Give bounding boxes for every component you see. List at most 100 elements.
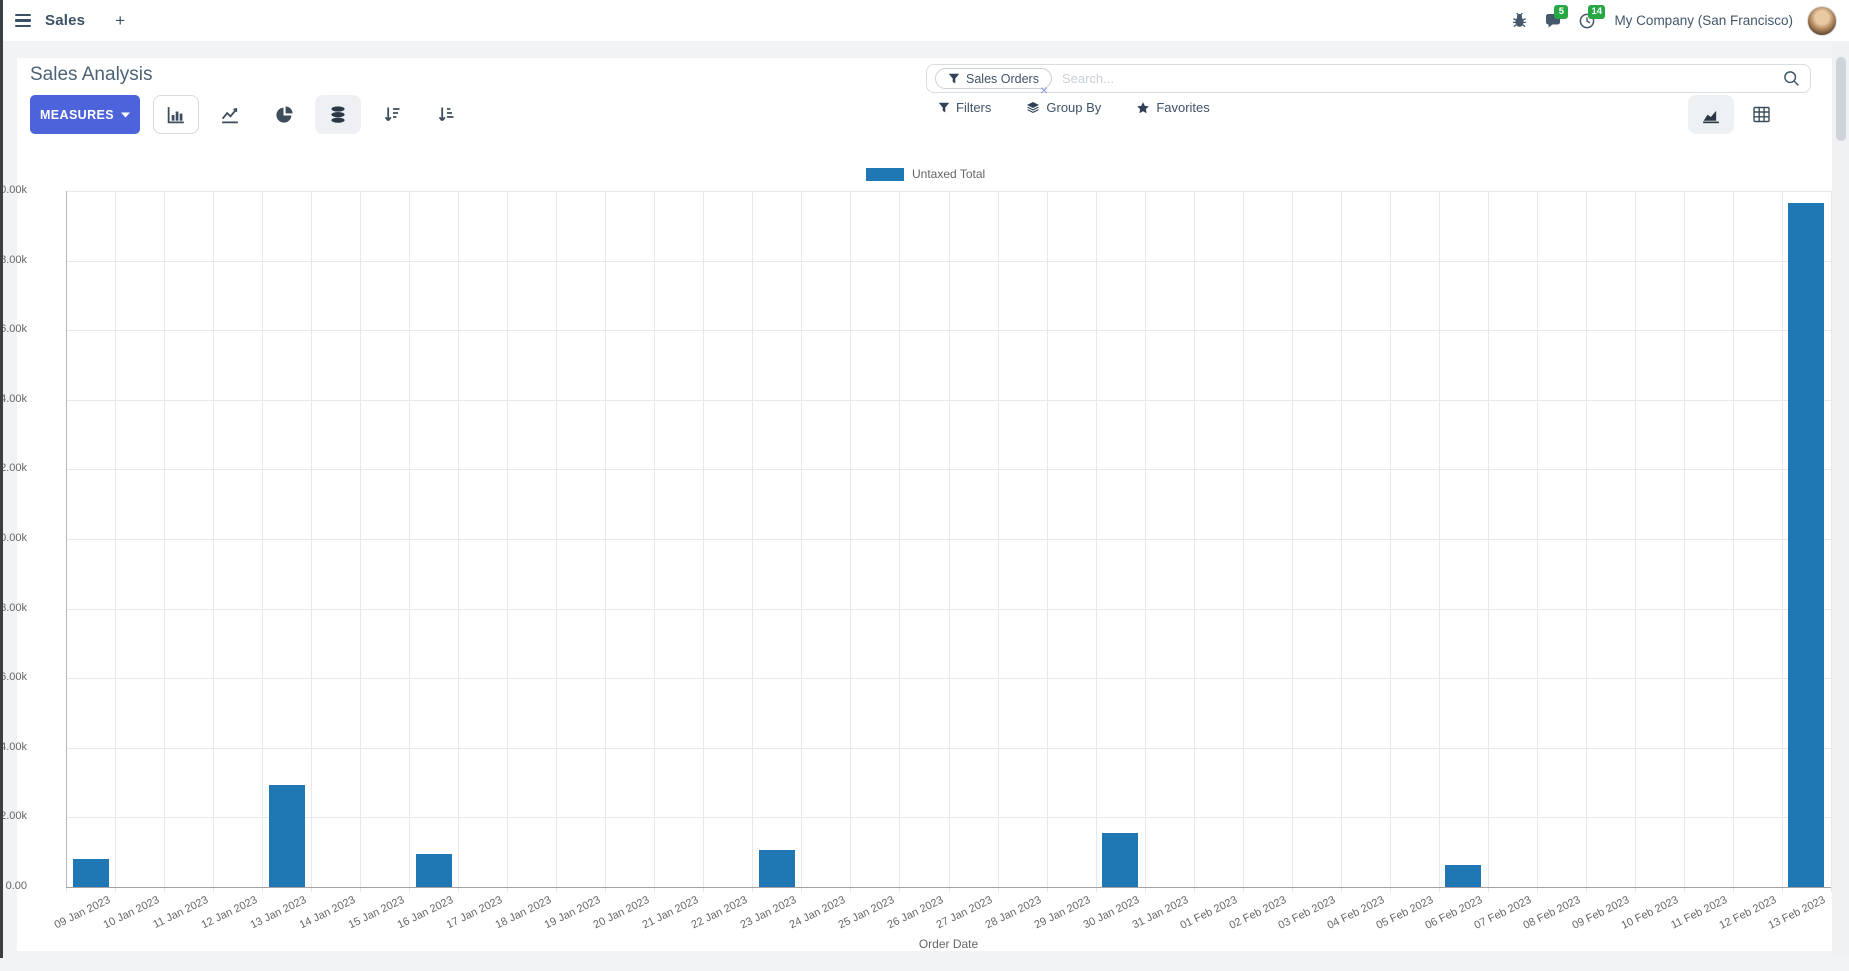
measures-button[interactable]: MEASURES <box>30 95 140 134</box>
bar-06-feb-2023[interactable] <box>1445 865 1482 887</box>
search-input[interactable] <box>1061 71 1783 86</box>
messages-button[interactable]: 5 <box>1536 0 1570 41</box>
gridline-vertical <box>458 191 460 892</box>
bug-icon <box>1511 12 1528 29</box>
gridline-vertical <box>213 191 215 892</box>
search-facet-sales-orders[interactable]: Sales Orders <box>935 68 1052 89</box>
gridline-vertical <box>311 191 313 892</box>
sort-ascending-button[interactable] <box>423 95 469 134</box>
gridline-vertical <box>1732 191 1734 892</box>
pivot-view-button[interactable] <box>1738 95 1784 134</box>
gridline-vertical <box>1144 191 1146 892</box>
gridline-vertical <box>1487 191 1489 892</box>
pie-chart-view-button[interactable] <box>261 95 307 134</box>
gridline-vertical <box>115 191 117 892</box>
gridline-vertical <box>1242 191 1244 892</box>
activities-button[interactable]: 14 <box>1570 0 1606 41</box>
x-axis-line <box>66 887 1831 888</box>
funnel-icon <box>948 73 960 85</box>
scrollbar-thumb[interactable] <box>1836 57 1846 141</box>
gridline-vertical <box>164 191 166 892</box>
gridline-vertical <box>1781 191 1783 892</box>
gridline-vertical <box>1046 191 1048 892</box>
y-axis-tick-label: 4.00k <box>0 740 27 753</box>
y-axis-tick-label: 0.00 <box>5 880 27 892</box>
y-axis-tick-label: 8.00k <box>0 601 27 614</box>
gridline-vertical <box>1193 191 1195 892</box>
gridline-vertical <box>360 191 362 892</box>
y-axis-tick-label: 20.00k <box>0 184 27 196</box>
gridline-vertical <box>507 191 509 892</box>
gridline-vertical <box>654 191 656 892</box>
menu-icon[interactable] <box>15 13 31 28</box>
gridline-vertical <box>997 191 999 892</box>
user-avatar[interactable] <box>1807 5 1837 36</box>
gridline-vertical <box>1438 191 1440 892</box>
stacked-toggle-button[interactable] <box>315 95 361 134</box>
y-axis-tick-label: 18.00k <box>0 253 27 266</box>
favorites-dropdown[interactable]: Favorites <box>1136 100 1210 115</box>
gridline-vertical <box>801 191 803 892</box>
funnel-icon <box>938 102 950 114</box>
bar-13-feb-2023[interactable] <box>1788 202 1825 887</box>
sort-descending-button[interactable] <box>369 95 415 134</box>
line-chart-view-button[interactable] <box>207 95 253 134</box>
database-stack-icon <box>329 105 347 125</box>
facet-label: Sales Orders <box>966 71 1039 86</box>
gridline-vertical <box>703 191 705 892</box>
pie-chart-icon <box>275 105 294 124</box>
gridline-vertical <box>1536 191 1538 892</box>
bar-13-jan-2023[interactable] <box>268 785 305 887</box>
star-icon <box>1136 101 1150 115</box>
page-scrollbar[interactable] <box>1832 41 1849 958</box>
legend-label: Untaxed Total <box>912 167 986 181</box>
filters-dropdown[interactable]: Filters <box>938 100 991 115</box>
gridline-vertical <box>1585 191 1587 892</box>
gridline-vertical <box>605 191 607 892</box>
search-icon[interactable] <box>1783 70 1800 87</box>
line-chart-icon <box>220 105 240 125</box>
gridline-vertical <box>1634 191 1636 892</box>
window-left-edge <box>0 0 3 958</box>
legend-swatch <box>866 167 904 181</box>
pivot-grid-icon <box>1752 105 1771 124</box>
activities-badge: 14 <box>1588 5 1606 19</box>
y-axis-line <box>66 191 67 887</box>
gridline-vertical <box>899 191 901 892</box>
gridline-vertical <box>850 191 852 892</box>
gridline-vertical <box>1831 191 1832 892</box>
bar-chart-icon <box>166 105 186 125</box>
sort-ascending-icon <box>437 105 456 124</box>
bar-30-jan-2023[interactable] <box>1102 833 1139 887</box>
graph-view-button[interactable] <box>1688 95 1734 134</box>
gridline-vertical <box>1291 191 1293 892</box>
remove-facet-icon[interactable]: × <box>1040 82 1049 98</box>
y-axis-tick-label: 2.00k <box>0 810 27 823</box>
company-switcher[interactable]: My Company (San Francisco) <box>1614 13 1793 28</box>
search-bar[interactable]: Sales Orders <box>926 64 1811 93</box>
debug-button[interactable] <box>1502 0 1536 41</box>
new-tab-button[interactable]: + <box>115 10 126 30</box>
gridline-vertical <box>556 191 558 892</box>
layers-icon <box>1026 101 1040 115</box>
group-by-dropdown[interactable]: Group By <box>1026 100 1101 115</box>
gridline-vertical <box>409 191 411 892</box>
gridline-vertical <box>752 191 754 892</box>
y-axis-tick-label: 10.00k <box>0 532 27 544</box>
area-chart-icon <box>1701 105 1721 125</box>
app-name[interactable]: Sales <box>45 12 86 29</box>
x-axis-title: Order Date <box>918 937 979 951</box>
bar-23-jan-2023[interactable] <box>758 850 795 887</box>
bar-chart-view-button[interactable] <box>153 95 199 134</box>
gridline-vertical <box>1389 191 1391 892</box>
caret-down-icon <box>121 112 131 118</box>
gridline-vertical <box>262 191 264 892</box>
gridline-vertical <box>1683 191 1685 892</box>
bar-16-jan-2023[interactable] <box>415 854 452 887</box>
gridline-vertical <box>1340 191 1342 892</box>
y-axis-tick-label: 6.00k <box>0 671 27 684</box>
bar-09-jan-2023[interactable] <box>72 859 109 887</box>
chart-legend[interactable]: Untaxed Total <box>866 167 985 181</box>
y-axis-tick-label: 16.00k <box>0 323 27 336</box>
